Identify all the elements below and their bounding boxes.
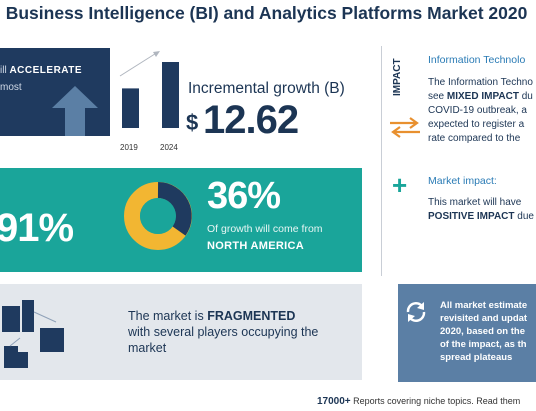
year-label-2024: 2024 bbox=[160, 143, 178, 152]
fragmented-text: The market is FRAGMENTED with several pl… bbox=[128, 308, 358, 356]
accelerate-prefix: ill bbox=[0, 65, 7, 76]
growth-bar-chart bbox=[119, 51, 179, 128]
donut-chart-icon bbox=[124, 182, 192, 250]
plus-icon: + bbox=[392, 170, 408, 200]
accelerate-label: ill ACCELERATE bbox=[0, 65, 82, 76]
footer-label: Reports covering niche topics. Read them bbox=[350, 396, 521, 406]
most-label: most bbox=[0, 82, 22, 93]
market-impact-label: Market impact: bbox=[428, 175, 497, 187]
growth-from-label: Of growth will come from bbox=[207, 223, 323, 235]
accelerate-word: ACCELERATE bbox=[9, 65, 83, 76]
positive-impact-bold: POSITIVE IMPACT bbox=[428, 211, 515, 222]
footer-text[interactable]: 17000+ Reports covering niche topics. Re… bbox=[317, 396, 520, 407]
fragmented-prefix: The market is bbox=[128, 309, 208, 323]
market-impact-text: This market will have POSITIVE IMPACT du… bbox=[428, 196, 534, 224]
bar-2019 bbox=[122, 88, 139, 128]
up-arrow-icon bbox=[52, 86, 98, 136]
est-line2: revisited and updat bbox=[440, 313, 528, 324]
it-line4: expected to register a bbox=[428, 119, 525, 130]
swap-arrows-icon bbox=[390, 117, 420, 138]
refresh-icon bbox=[406, 302, 426, 322]
incremental-growth-value: 12.62 bbox=[203, 98, 299, 142]
it-line2-prefix: see bbox=[428, 91, 447, 102]
est-line3: 2020, based on the bbox=[440, 326, 526, 337]
north-america-percent: 36% bbox=[207, 175, 281, 217]
mi-line1: This market will have bbox=[428, 197, 522, 208]
it-line5: rate compared to the bbox=[428, 133, 521, 144]
market-share-percent: 91% bbox=[0, 206, 74, 250]
est-line5: spread plateaus bbox=[440, 352, 513, 363]
info-tech-text: The Information Techno see MIXED IMPACT … bbox=[428, 76, 536, 146]
estimate-text: All market estimate revisited and updat … bbox=[440, 299, 527, 364]
impact-vertical-label: IMPACT bbox=[392, 58, 403, 96]
it-line2-suffix: du bbox=[518, 91, 533, 102]
region-label: NORTH AMERICA bbox=[207, 240, 304, 252]
bar-2024 bbox=[162, 62, 179, 128]
mi-line2-suffix: due bbox=[514, 211, 534, 222]
year-label-2019: 2019 bbox=[120, 143, 138, 152]
currency-symbol: $ bbox=[186, 110, 199, 135]
page-title: l Business Intelligence (BI) and Analyti… bbox=[0, 3, 528, 23]
estimate-panel bbox=[398, 284, 536, 382]
buildings-icon bbox=[2, 300, 64, 368]
est-line1: All market estimate bbox=[440, 300, 528, 311]
footer-count: 17000+ bbox=[317, 396, 351, 407]
it-line3: COVID-19 outbreak, a bbox=[428, 105, 527, 116]
incremental-growth-label: Incremental growth (B) bbox=[188, 80, 345, 97]
it-line1: The Information Techno bbox=[428, 77, 533, 88]
info-tech-label: Information Technolo bbox=[428, 54, 526, 66]
est-line4: of the impact, as th bbox=[440, 339, 527, 350]
fragmented-bold: FRAGMENTED bbox=[207, 309, 296, 323]
accelerate-tile bbox=[0, 48, 110, 136]
fragmented-line3: market bbox=[128, 341, 167, 355]
mixed-impact-bold: MIXED IMPACT bbox=[446, 91, 519, 102]
fragmented-line2: with several players occupying the bbox=[128, 325, 319, 339]
column-divider bbox=[381, 46, 382, 276]
